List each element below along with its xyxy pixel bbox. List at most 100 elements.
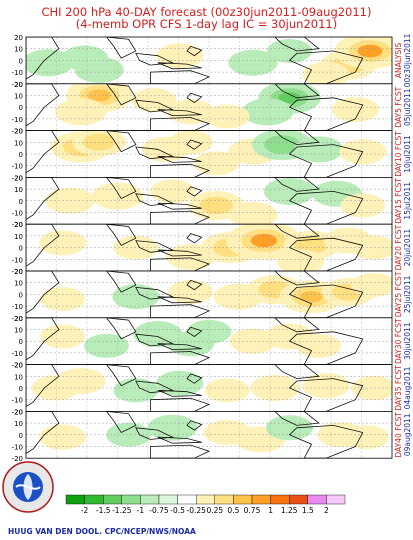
colorbar: -2 -1.5 -1.25 -1 -0.75 -0.5 -0.25 0.25 0.5 0.75 1 1… [65, 494, 346, 515]
coastline [288, 50, 364, 84]
y-tick-label: -10 [12, 444, 23, 452]
coastline [26, 37, 60, 80]
coastline [150, 351, 211, 365]
colorbar-swatch [140, 494, 160, 505]
colorbar-swatch [102, 494, 122, 505]
colorbar-level-label: 0.25 [206, 506, 223, 515]
field-blob [156, 370, 204, 396]
panel-date: 09aug2011 [403, 413, 412, 456]
coastline [186, 420, 203, 431]
panel-label: DAY15 FCST [394, 178, 403, 224]
colorbar-level-label: 1 [268, 506, 273, 515]
field-blob [241, 98, 294, 126]
coastline [150, 163, 211, 178]
y-tick-label: 10 [14, 46, 23, 54]
forecast-panel: 20 10 0 -10 -20 DAY15 FCST 15jul2011 [12, 174, 412, 229]
coastline [157, 155, 202, 163]
field-blob [40, 324, 85, 349]
panel-label: DAY30 FCST [394, 318, 403, 364]
forecast-panel: 20 10 0 -10 -20 DAY5 FCST 05jul2011 [12, 81, 412, 136]
y-tick-label: -20 [12, 315, 23, 323]
y-tick-label: 20 [14, 128, 23, 136]
coastline [26, 83, 60, 127]
field-blob [106, 422, 151, 447]
field-blob [331, 97, 379, 123]
y-tick-label: 20 [14, 362, 23, 370]
y-tick-label: 0 [19, 151, 23, 159]
coastline [186, 92, 203, 103]
colorbar-level-label: -1 [137, 506, 145, 515]
field-blob [340, 193, 386, 218]
field-blob [204, 378, 250, 403]
colorbar-level-label: -2 [81, 506, 89, 515]
panel-date: 15jul2011 [403, 182, 412, 220]
colorbar-swatch [158, 494, 178, 505]
panel-date: 10jul2011 [403, 135, 412, 173]
coastline [105, 364, 137, 387]
y-tick-label: 0 [19, 104, 23, 112]
coastline [288, 284, 364, 318]
panel-label: ANALYSIS [394, 42, 403, 78]
coastline [150, 70, 211, 84]
field-blob [74, 56, 124, 83]
coastline [105, 177, 137, 200]
forecast-panel: 20 10 0 -10 -20 ANALYSIS 00z30jun2011 [12, 33, 412, 88]
panel-date: 00z30jun2011 [403, 33, 412, 87]
forecast-panel: 20 10 0 -10 -20 DAY35 FCST 04aug2011 [12, 362, 412, 417]
colorbar-level-label: -1.25 [112, 506, 132, 515]
field-blob [228, 201, 278, 225]
coastline [157, 343, 202, 351]
panel-label: DAY10 FCST [394, 131, 403, 177]
colorbar-swatch [121, 494, 141, 505]
coastline [288, 424, 364, 459]
field-blob [39, 230, 87, 256]
y-tick-label: -10 [12, 210, 23, 218]
colorbar-level-label: -1.5 [96, 506, 111, 515]
y-tick-label: 20 [14, 221, 23, 229]
y-tick-label: -20 [12, 174, 23, 182]
coastline [186, 233, 203, 244]
y-tick-label: -20 [12, 455, 23, 463]
y-tick-label: 20 [14, 408, 23, 416]
coastline [186, 373, 203, 384]
colorbar-level-label: 1.5 [302, 506, 314, 515]
colorbar-level-label: 2 [324, 506, 329, 515]
colorbar-level-label: 1.25 [281, 506, 298, 515]
colorbar-swatch [326, 494, 346, 505]
y-tick-label: 0 [19, 198, 23, 206]
colorbar-swatch [233, 494, 253, 505]
field-blob [228, 49, 278, 76]
forecast-panel: 20 10 0 -10 -20 DAY30 FCST 30jul2011 [12, 315, 412, 370]
field-blob [168, 280, 214, 305]
y-tick-label: -20 [12, 268, 23, 276]
panel-label: DAY5 FCST [394, 86, 403, 127]
y-tick-label: 20 [14, 315, 23, 323]
field-blob [147, 414, 197, 441]
y-tick-label: 0 [19, 57, 23, 65]
field-blob [204, 104, 250, 129]
coastline [105, 317, 137, 340]
y-tick-label: 20 [14, 81, 23, 89]
coastline [157, 249, 202, 257]
y-tick-label: 20 [14, 174, 23, 182]
y-tick-label: 10 [14, 373, 23, 381]
panel-label: DAY40 FCST [394, 412, 403, 458]
coastline [288, 237, 364, 271]
panel-date: 04aug2011 [403, 366, 412, 409]
y-tick-label: 0 [19, 338, 23, 346]
panel-frame [25, 410, 393, 459]
coastline [186, 45, 203, 57]
coastline [150, 117, 211, 131]
forecast-panel: 20 10 0 -10 -20 DAY10 FCST 10jul2011 [12, 128, 412, 183]
coastline [105, 83, 137, 106]
colorbar-swatch [65, 494, 85, 505]
coastline [150, 444, 211, 459]
coastline [105, 130, 137, 153]
coastline [157, 202, 202, 210]
chart-title: CHI 200 hPa 40-DAY forecast (00z30jun201… [41, 5, 372, 19]
y-tick-label: 0 [19, 432, 23, 440]
field-blob [199, 196, 234, 215]
y-tick-label: 10 [14, 93, 23, 101]
y-tick-label: -20 [12, 408, 23, 416]
field-blob [55, 98, 107, 126]
